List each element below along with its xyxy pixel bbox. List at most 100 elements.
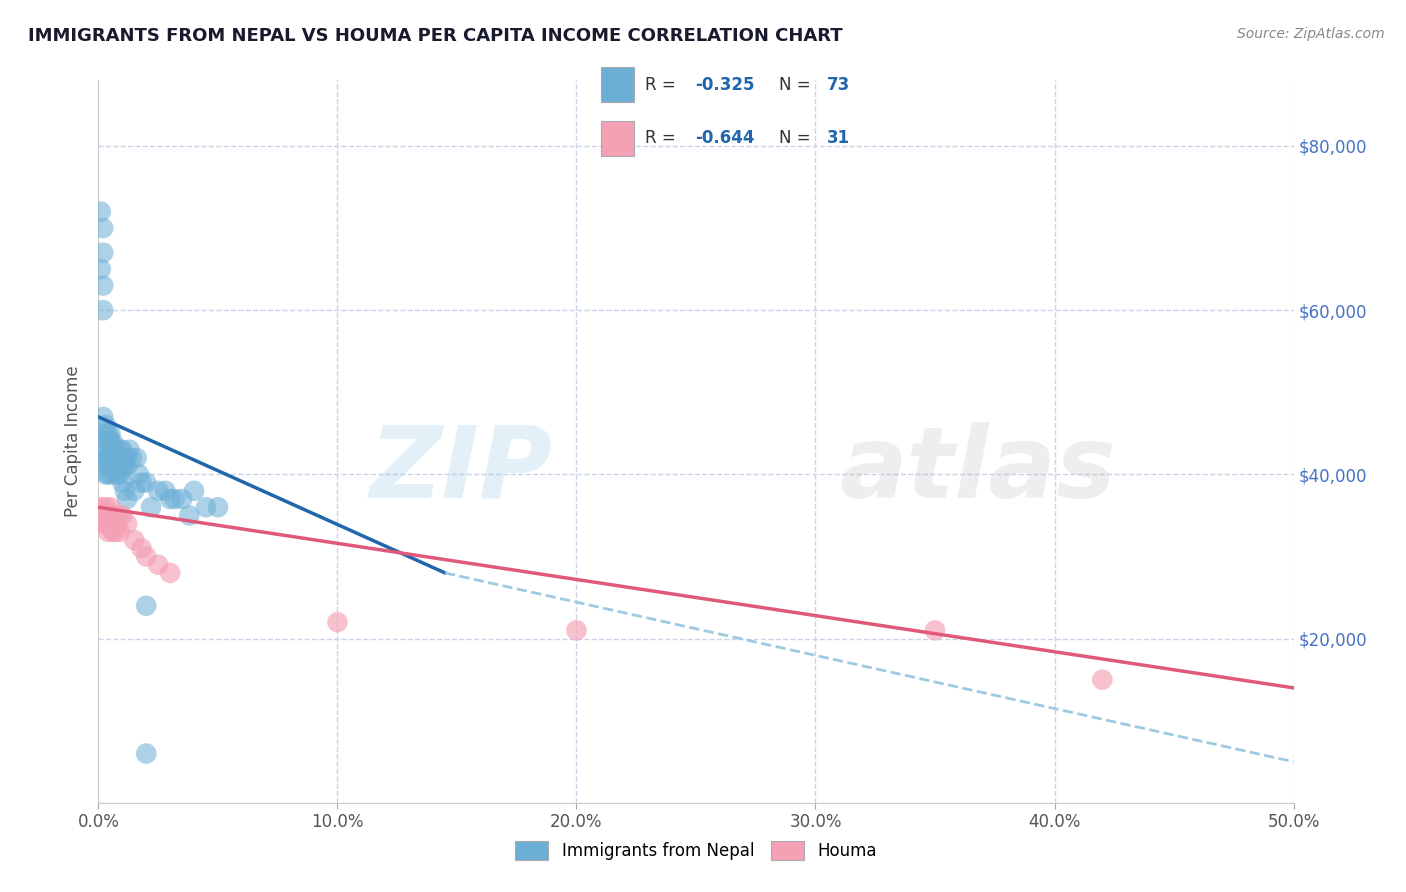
Point xyxy=(179,508,201,523)
Point xyxy=(97,516,120,531)
Point xyxy=(565,624,588,638)
Point xyxy=(135,747,157,761)
Text: -0.325: -0.325 xyxy=(695,76,755,94)
Point xyxy=(108,442,131,457)
Point xyxy=(114,459,136,474)
Point xyxy=(115,450,138,465)
Point xyxy=(98,426,122,441)
Text: atlas: atlas xyxy=(839,422,1116,519)
Point xyxy=(98,500,122,515)
Point xyxy=(131,475,153,490)
FancyBboxPatch shape xyxy=(600,68,634,103)
Point xyxy=(91,508,114,523)
Point xyxy=(111,450,134,465)
Point xyxy=(91,245,114,260)
Point xyxy=(94,434,117,449)
Point xyxy=(97,459,120,474)
Text: 31: 31 xyxy=(827,129,849,147)
Point xyxy=(111,508,134,523)
Point xyxy=(155,483,177,498)
Point xyxy=(94,426,117,441)
Point xyxy=(135,599,157,613)
Point xyxy=(124,533,146,547)
Point xyxy=(94,450,117,465)
Point xyxy=(148,483,170,498)
Point xyxy=(121,450,143,465)
Point xyxy=(101,450,124,465)
Text: R =: R = xyxy=(644,76,681,94)
Point xyxy=(97,442,120,457)
Point xyxy=(97,467,120,482)
Point xyxy=(124,483,146,498)
Point xyxy=(97,450,120,465)
Point xyxy=(108,450,131,465)
Point xyxy=(90,204,112,219)
Point xyxy=(107,450,129,465)
Legend: Immigrants from Nepal, Houma: Immigrants from Nepal, Houma xyxy=(509,834,883,867)
Point xyxy=(107,459,129,474)
Point xyxy=(97,524,120,539)
Point xyxy=(98,450,122,465)
Point xyxy=(101,442,124,457)
Point xyxy=(107,459,129,474)
Point xyxy=(101,434,124,449)
Point xyxy=(111,475,134,490)
Point xyxy=(104,442,127,457)
Point xyxy=(101,524,124,539)
Point xyxy=(91,303,114,318)
Point xyxy=(107,467,129,482)
Point xyxy=(104,459,127,474)
Point xyxy=(114,483,136,498)
Point xyxy=(326,615,349,630)
Text: 73: 73 xyxy=(827,76,851,94)
Point xyxy=(115,459,138,474)
Point xyxy=(98,459,122,474)
Point xyxy=(139,500,162,515)
Text: N =: N = xyxy=(779,129,817,147)
Y-axis label: Per Capita Income: Per Capita Income xyxy=(65,366,83,517)
Point xyxy=(128,467,150,482)
Text: Source: ZipAtlas.com: Source: ZipAtlas.com xyxy=(1237,27,1385,41)
Point xyxy=(108,459,131,474)
Point xyxy=(159,566,181,580)
Point xyxy=(94,516,117,531)
Point xyxy=(183,483,205,498)
Point xyxy=(98,434,122,449)
Point xyxy=(98,508,122,523)
Point xyxy=(104,467,127,482)
Point xyxy=(101,459,124,474)
Point xyxy=(104,450,127,465)
Point xyxy=(94,500,117,515)
Text: ZIP: ZIP xyxy=(370,422,553,519)
Point xyxy=(111,459,134,474)
Point xyxy=(91,278,114,293)
Point xyxy=(107,516,129,531)
Point xyxy=(172,491,194,506)
Point xyxy=(98,442,122,457)
Point xyxy=(114,450,136,465)
Point xyxy=(135,475,157,490)
Point xyxy=(91,409,114,424)
Point xyxy=(101,516,124,531)
Point xyxy=(90,500,112,515)
Point xyxy=(148,558,170,572)
Point xyxy=(135,549,157,564)
Point xyxy=(94,508,117,523)
Point xyxy=(108,524,131,539)
Text: N =: N = xyxy=(779,76,817,94)
Point xyxy=(118,442,141,457)
Point xyxy=(98,516,122,531)
Point xyxy=(195,500,218,515)
Text: -0.644: -0.644 xyxy=(695,129,755,147)
Point xyxy=(115,491,138,506)
Point xyxy=(104,450,127,465)
Point xyxy=(91,516,114,531)
Point xyxy=(94,467,117,482)
Point xyxy=(101,508,124,523)
Point xyxy=(97,426,120,441)
FancyBboxPatch shape xyxy=(600,120,634,155)
Point xyxy=(104,524,127,539)
Point xyxy=(91,221,114,235)
Point xyxy=(108,467,131,482)
Point xyxy=(1091,673,1114,687)
